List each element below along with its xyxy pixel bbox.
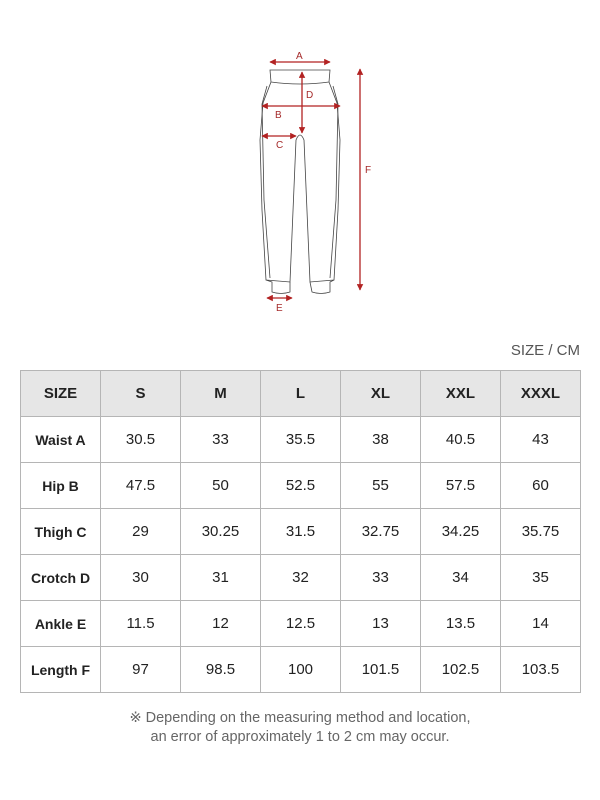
table-cell: 30.5: [100, 416, 181, 463]
table-cell: 34.25: [420, 508, 501, 555]
label-e: E: [276, 303, 283, 314]
table-row: Waist A 30.5 33 35.5 38 40.5 43: [20, 416, 581, 463]
table-row: Ankle E 11.5 12 12.5 13 13.5 14: [20, 600, 581, 647]
label-f: F: [365, 165, 371, 176]
pants-outline: [259, 69, 341, 294]
table-row: Thigh C 29 30.25 31.5 32.75 34.25 35.75: [20, 508, 581, 555]
table-row: Hip B 47.5 50 52.5 55 57.5 60: [20, 462, 581, 509]
note-line-2: an error of approximately 1 to 2 cm may …: [150, 729, 450, 745]
table-cell: 47.5: [100, 462, 181, 509]
table-cell: 103.5: [500, 646, 581, 693]
table-cell: 30: [100, 554, 181, 601]
table-cell: 13: [340, 600, 421, 647]
measurement-arrows: [261, 58, 364, 302]
table-cell: 97: [100, 646, 181, 693]
table-cell: 52.5: [260, 462, 341, 509]
table-cell: 29: [100, 508, 181, 555]
table-cell: 11.5: [100, 600, 181, 647]
header-s: S: [100, 370, 181, 417]
row-label: Crotch D: [20, 554, 101, 601]
header-size: SIZE: [20, 370, 101, 417]
row-label: Length F: [20, 646, 101, 693]
note-line-1: ※ Depending on the measuring method and …: [129, 710, 471, 726]
table-cell: 35.5: [260, 416, 341, 463]
table-cell: 38: [340, 416, 421, 463]
table-cell: 35: [500, 554, 581, 601]
table-cell: 43: [500, 416, 581, 463]
label-c: C: [276, 140, 283, 151]
header-xl: XL: [340, 370, 421, 417]
table-cell: 12.5: [260, 600, 341, 647]
table-row: Crotch D 30 31 32 33 34 35: [20, 554, 581, 601]
label-b: B: [275, 110, 282, 121]
table-cell: 102.5: [420, 646, 501, 693]
table-cell: 60: [500, 462, 581, 509]
row-label: Thigh C: [20, 508, 101, 555]
table-cell: 40.5: [420, 416, 501, 463]
pants-measurement-diagram: A B C D E F: [259, 51, 371, 314]
table-cell: 50: [180, 462, 261, 509]
size-table: SIZE S M L XL XXL XXXL Waist A 30.5 33 35.5…: [20, 370, 581, 693]
table-cell: 35.75: [500, 508, 581, 555]
measurement-note: ※ Depending on the measuring method and …: [0, 709, 600, 747]
table-header-row: SIZE S M L XL XXL XXXL: [20, 370, 581, 417]
row-label: Ankle E: [20, 600, 101, 647]
label-a: A: [296, 51, 303, 62]
header-xxl: XXL: [420, 370, 501, 417]
table-cell: 55: [340, 462, 421, 509]
table-cell: 14: [500, 600, 581, 647]
table-cell: 31.5: [260, 508, 341, 555]
header-m: M: [180, 370, 261, 417]
table-cell: 12: [180, 600, 261, 647]
label-d: D: [306, 90, 313, 101]
table-cell: 30.25: [180, 508, 261, 555]
unit-label: SIZE / CM: [510, 342, 580, 359]
table-cell: 101.5: [340, 646, 421, 693]
header-xxxl: XXXL: [500, 370, 581, 417]
row-label: Waist A: [20, 416, 101, 463]
table-cell: 100: [260, 646, 341, 693]
table-cell: 34: [420, 554, 501, 601]
table-cell: 31: [180, 554, 261, 601]
table-cell: 13.5: [420, 600, 501, 647]
row-label: Hip B: [20, 462, 101, 509]
table-row: Length F 97 98.5 100 101.5 102.5 103.5: [20, 646, 581, 693]
table-cell: 33: [180, 416, 261, 463]
table-cell: 32.75: [340, 508, 421, 555]
table-cell: 98.5: [180, 646, 261, 693]
table-cell: 33: [340, 554, 421, 601]
header-l: L: [260, 370, 341, 417]
table-cell: 57.5: [420, 462, 501, 509]
table-cell: 32: [260, 554, 341, 601]
